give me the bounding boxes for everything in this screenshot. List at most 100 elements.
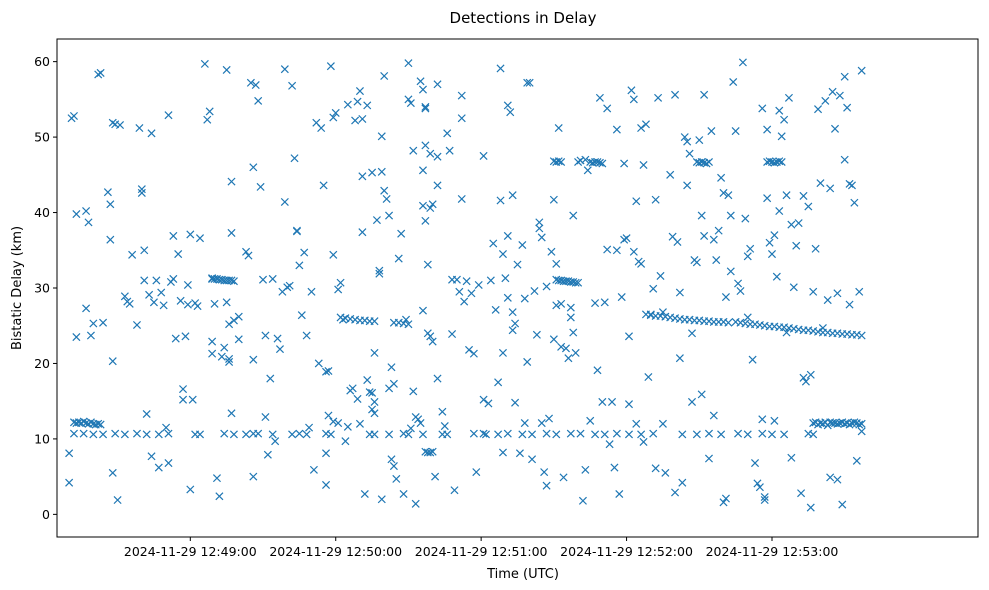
data-point: [108, 357, 117, 366]
data-point: [82, 304, 91, 313]
y-tick-label: 0: [42, 507, 50, 522]
data-point: [765, 157, 774, 166]
data-point: [811, 244, 820, 253]
data-point: [717, 430, 726, 439]
data-point: [183, 300, 192, 309]
data-point: [186, 485, 195, 494]
data-point: [285, 281, 294, 290]
data-point: [826, 184, 835, 193]
data-point: [828, 87, 837, 96]
data-point: [508, 308, 517, 317]
data-point: [671, 488, 680, 497]
data-point: [845, 300, 854, 309]
data-point: [508, 191, 517, 200]
data-point: [840, 72, 849, 81]
data-point: [738, 58, 747, 67]
data-point: [152, 276, 161, 285]
data-point: [258, 275, 268, 284]
data-point: [772, 272, 781, 281]
data-point: [617, 293, 626, 302]
data-point: [474, 280, 483, 290]
data-point: [103, 188, 112, 197]
data-point: [433, 181, 442, 190]
y-axis-label: Bistatic Delay (km): [10, 226, 25, 350]
data-point: [697, 390, 706, 399]
data-point: [174, 250, 183, 259]
data-point: [641, 120, 650, 129]
data-point: [334, 419, 343, 428]
data-point: [132, 320, 142, 329]
data-point: [654, 93, 663, 102]
data-point: [767, 250, 777, 259]
data-point: [82, 207, 91, 216]
data-point: [358, 228, 367, 237]
data-point: [612, 125, 621, 134]
data-point: [69, 429, 78, 438]
data-point: [528, 430, 537, 439]
data-point: [309, 465, 318, 474]
data-point: [389, 379, 398, 388]
data-point: [770, 416, 779, 425]
data-point: [414, 415, 423, 424]
data-point: [363, 101, 372, 110]
data-point: [780, 430, 789, 439]
data-point: [418, 201, 428, 210]
data-point: [629, 95, 638, 104]
data-point: [229, 277, 238, 286]
data-point: [540, 468, 549, 477]
data-point: [343, 100, 352, 109]
data-point: [603, 104, 612, 113]
data-point: [225, 320, 234, 329]
data-point: [142, 409, 151, 419]
data-point: [503, 429, 512, 438]
y-tick-label: 50: [34, 130, 50, 145]
data-point: [89, 319, 98, 328]
data-point: [557, 157, 566, 167]
data-point: [743, 313, 752, 322]
data-point: [467, 289, 476, 298]
data-point: [372, 216, 381, 225]
data-point: [697, 157, 706, 167]
data-point: [355, 87, 364, 96]
data-point: [809, 430, 818, 439]
data-point: [806, 370, 815, 379]
data-point: [552, 259, 561, 268]
data-point: [229, 430, 238, 439]
data-point: [418, 306, 428, 315]
data-point: [847, 181, 856, 190]
data-point: [249, 163, 258, 172]
data-point: [748, 355, 757, 364]
data-point: [268, 430, 277, 439]
data-point: [709, 235, 718, 244]
data-point: [511, 319, 520, 328]
data-point: [411, 499, 420, 508]
data-point: [290, 154, 299, 163]
data-point: [857, 331, 866, 340]
data-point: [242, 247, 251, 256]
data-point: [406, 424, 415, 433]
data-point: [443, 430, 452, 439]
data-point: [583, 166, 592, 175]
data-point: [501, 274, 510, 283]
data-point: [542, 481, 551, 490]
data-point: [770, 158, 779, 167]
x-axis-label: Time (UTC): [486, 567, 559, 582]
data-point: [324, 366, 333, 376]
data-point: [300, 248, 309, 257]
data-point: [428, 200, 437, 209]
data-point: [292, 226, 301, 235]
data-point: [683, 181, 692, 190]
data-point: [491, 305, 500, 314]
data-point: [547, 247, 556, 256]
data-point: [714, 226, 723, 235]
data-point: [370, 397, 379, 406]
data-point: [217, 352, 226, 361]
data-point: [334, 285, 343, 294]
data-point: [370, 430, 379, 439]
data-point: [401, 315, 411, 324]
data-point: [549, 335, 558, 344]
data-point: [513, 260, 522, 269]
data-point: [503, 101, 512, 110]
data-point: [426, 149, 435, 158]
data-point: [244, 251, 253, 260]
